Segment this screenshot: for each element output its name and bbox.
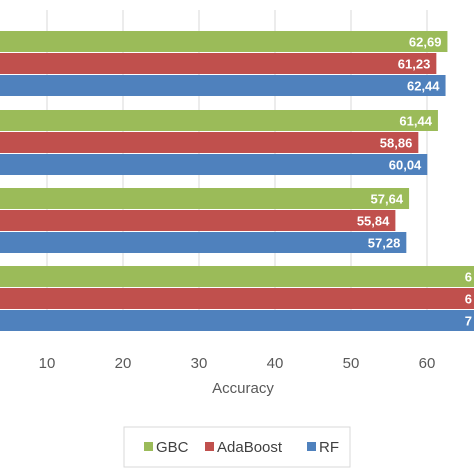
bar-gbc <box>0 266 474 287</box>
bar-gbc <box>0 31 448 52</box>
data-label: 58,86 <box>380 136 413 151</box>
bar-adaboost <box>0 210 396 231</box>
legend-swatch-gbc <box>144 442 153 451</box>
data-label: 62,44 <box>407 79 440 94</box>
legend-label-gbc: GBC <box>156 439 189 456</box>
bar-rf <box>0 154 428 175</box>
bar-adaboost <box>0 288 474 309</box>
data-label: 55,84 <box>357 214 390 229</box>
data-label: 6 <box>465 270 472 285</box>
data-label: 57,28 <box>368 236 401 251</box>
x-tick-label: 10 <box>39 355 56 372</box>
data-label: 60,04 <box>389 158 422 173</box>
legend-label-adaboost: AdaBoost <box>217 439 283 456</box>
x-tick-label: 30 <box>191 355 208 372</box>
bar-rf <box>0 310 474 331</box>
x-tick-label: 50 <box>343 355 360 372</box>
legend-swatch-rf <box>307 442 316 451</box>
data-label: 62,69 <box>409 35 442 50</box>
data-labels-group: 62,69 61,23 62,44 61,44 58,86 60,04 57,64 55,84… <box>357 35 472 329</box>
legend-label-rf: RF <box>319 439 339 456</box>
data-label: 7 <box>465 314 472 329</box>
x-tick-label: 20 <box>115 355 132 372</box>
legend: GBC AdaBoost RF <box>144 439 339 456</box>
bar-gbc <box>0 110 438 131</box>
bar-rf <box>0 232 407 253</box>
bar-adaboost <box>0 132 419 153</box>
bar-rf <box>0 75 446 96</box>
legend-box <box>123 426 351 468</box>
bars-group <box>0 31 474 331</box>
x-axis-title: Accuracy <box>212 380 274 397</box>
data-label: 6 <box>465 292 472 307</box>
data-label: 57,64 <box>371 192 404 207</box>
x-tick-label: 60 <box>419 355 436 372</box>
data-label: 61,44 <box>399 114 432 129</box>
bar-adaboost <box>0 53 437 74</box>
bar-gbc <box>0 188 410 209</box>
legend-swatch-adaboost <box>205 442 214 451</box>
x-tick-label: 40 <box>267 355 284 372</box>
x-axis-ticks: 10 20 30 40 50 60 <box>39 355 436 372</box>
data-label: 61,23 <box>398 57 431 72</box>
